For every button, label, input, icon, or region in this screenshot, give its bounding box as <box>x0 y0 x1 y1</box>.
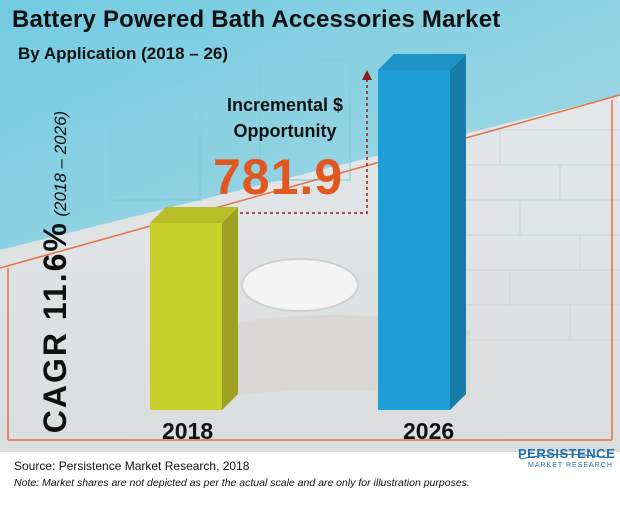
x-tick-label: 2026 <box>403 418 455 444</box>
bar-2018 <box>150 207 238 410</box>
cagr-value: CAGR 11.6% <box>37 221 73 434</box>
incremental-value: 781.9 <box>213 149 344 205</box>
bar-side <box>450 54 466 410</box>
note-text: Note: Market shares are not depicted as … <box>14 477 470 489</box>
arrow-head-icon <box>362 70 372 80</box>
company-logo: PERSISTENCE MARKET RESEARCH <box>518 446 615 474</box>
cagr-period: (2018 – 2026) <box>51 110 70 217</box>
chart-title: Battery Powered Bath Accessories Market <box>12 6 501 33</box>
bar-side <box>222 207 238 410</box>
logo-swoosh-icon <box>519 453 609 460</box>
bars-group <box>150 54 466 410</box>
x-tick-label: 2018 <box>162 418 214 444</box>
source-text: Source: Persistence Market Research, 201… <box>14 459 250 473</box>
incremental-label: Incremental $ Opportunity <box>226 95 344 141</box>
bar-top <box>150 207 238 223</box>
chart-subtitle: By Application (2018 – 26) <box>18 44 229 63</box>
logo-line2: MARKET RESEARCH <box>528 462 613 469</box>
bar-2026 <box>378 54 466 410</box>
bar-front <box>150 223 222 410</box>
cagr-label: CAGR 11.6% (2018 – 2026) <box>30 102 80 442</box>
bar-front <box>378 70 450 410</box>
bar-top <box>378 54 466 70</box>
logo-line1: PERSISTENCE <box>518 446 616 461</box>
incremental-arrow <box>240 78 368 214</box>
